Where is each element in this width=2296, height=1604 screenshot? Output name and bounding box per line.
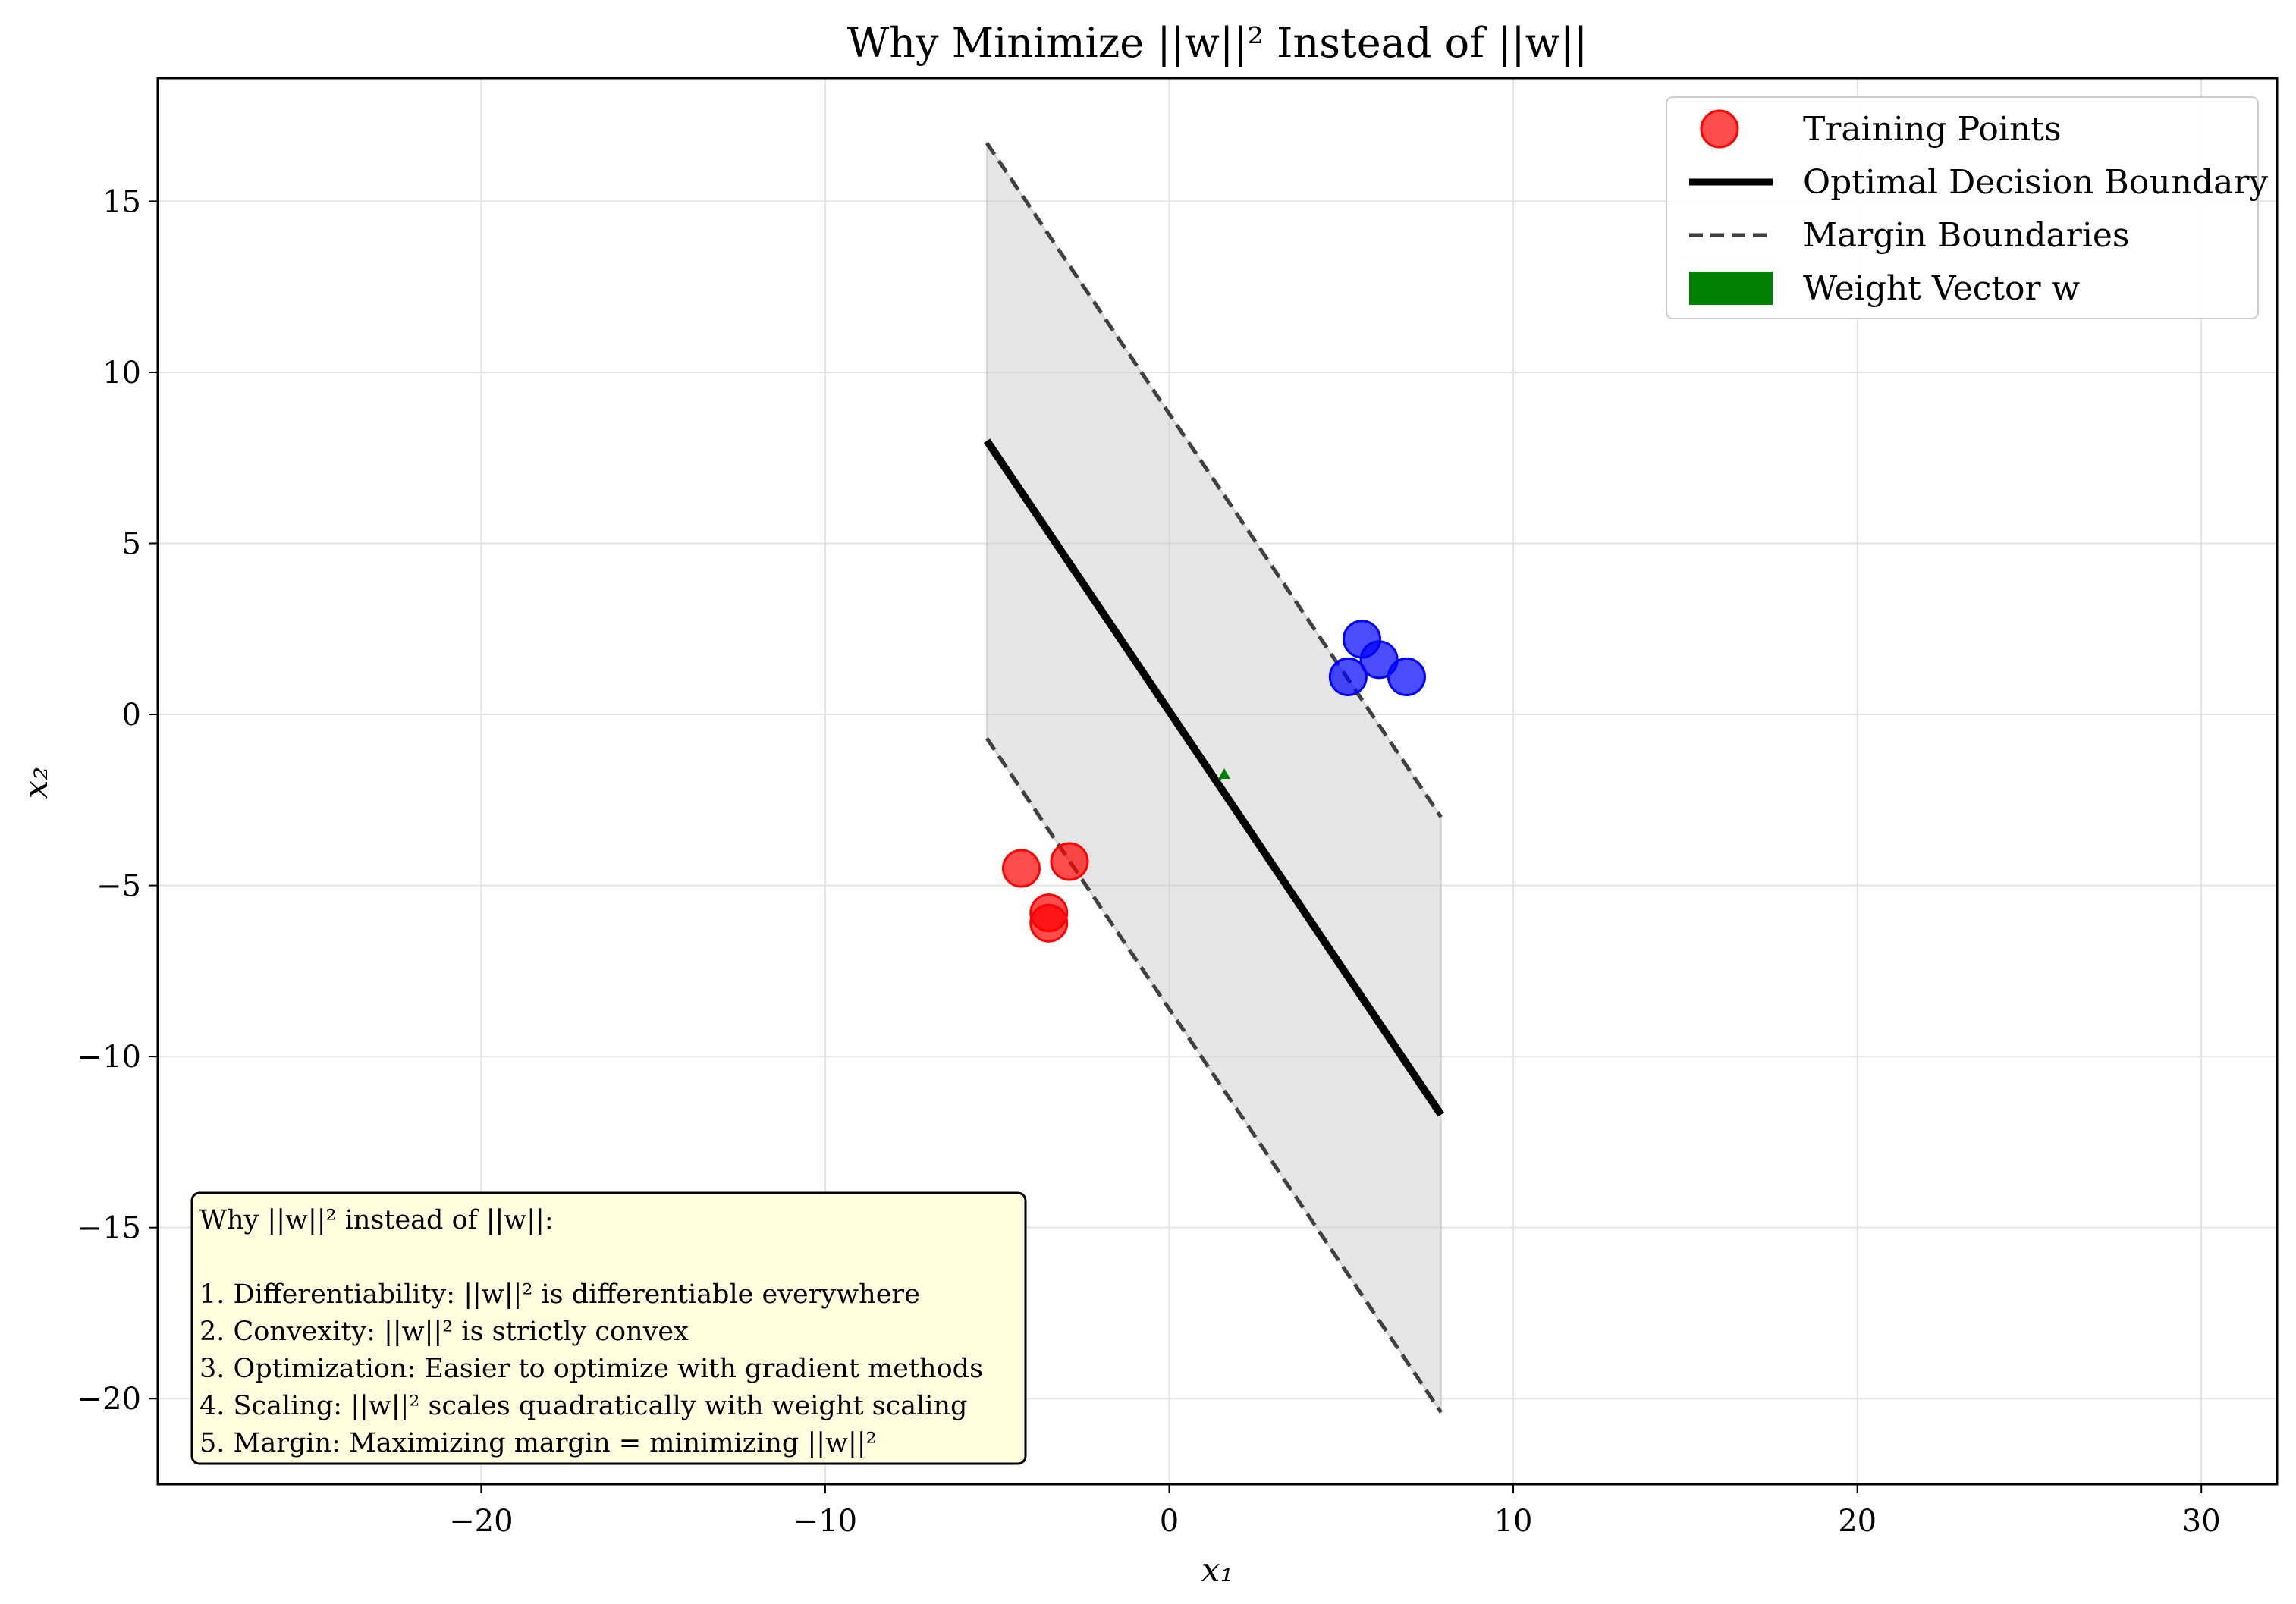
explanation-line: 1. Differentiability: ||w||² is differen… — [199, 1279, 920, 1310]
legend-label: Weight Vector w — [1803, 269, 2081, 308]
x-tick-label: −20 — [449, 1504, 513, 1539]
y-tick-label: −10 — [77, 1040, 141, 1075]
plot-area: −20 −10 0 10 20 30 −20 −15 −10 −5 0 5 10 15 — [77, 77, 2279, 1539]
legend: Training Points Optimal Decision Boundary… — [1666, 96, 2268, 319]
x-tick-label: 20 — [1838, 1504, 1877, 1539]
explanation-box-frame — [190, 1191, 1027, 1465]
negative-training-point — [1001, 849, 1041, 888]
y-tick-label: −20 — [77, 1382, 141, 1417]
decision-boundary-line — [983, 438, 1444, 1117]
y-tick-label: 5 — [122, 526, 141, 561]
y-tick-label: 0 — [122, 698, 141, 733]
y-axis-label: x₂ — [17, 767, 55, 799]
y-tick-label: 10 — [102, 356, 141, 391]
legend-box — [1666, 96, 2259, 319]
chart-title: Why Minimize ||w||² Instead of ||w|| — [847, 19, 1588, 67]
legend-label: Optimal Decision Boundary — [1803, 163, 2268, 202]
explanation-line: Why ||w||² instead of ||w||: — [199, 1205, 554, 1235]
legend-marker-training-points — [1700, 109, 1739, 149]
negative-training-point — [1050, 842, 1089, 881]
x-tick-label: 10 — [1494, 1504, 1533, 1539]
positive-training-point — [1359, 640, 1399, 680]
explanation-line: 5. Margin: Maximizing margin = minimizin… — [199, 1428, 877, 1458]
positive-training-point — [1387, 657, 1426, 696]
explanation-line: 3. Optimization: Easier to optimize with… — [199, 1354, 983, 1384]
legend-patch-weight-vector — [1689, 272, 1773, 305]
upper-margin-boundary — [985, 142, 1443, 818]
legend-label: Training Points — [1803, 110, 2062, 149]
explanation-line: 4. Scaling: ||w||² scales quadratically … — [199, 1391, 967, 1421]
y-tick-label: −5 — [96, 869, 141, 904]
x-axis-label: x₁ — [1201, 1551, 1233, 1590]
weight-vector-arrowhead — [1218, 767, 1231, 779]
y-tick-label: 15 — [102, 184, 141, 219]
explanation-line: 2. Convexity: ||w||² is strictly convex — [199, 1317, 689, 1347]
negative-training-point — [1029, 903, 1069, 943]
x-tick-label: 30 — [2182, 1504, 2221, 1539]
positive-training-point — [1328, 657, 1368, 696]
legend-label: Margin Boundaries — [1803, 216, 2130, 255]
y-tick-label: −15 — [77, 1211, 141, 1246]
axes-frame — [156, 77, 2279, 1486]
x-tick-label: −10 — [793, 1504, 857, 1539]
explanation-box: Why ||w||² instead of ||w||: 1. Different… — [190, 1191, 1027, 1465]
x-tick-label: 0 — [1160, 1504, 1179, 1539]
